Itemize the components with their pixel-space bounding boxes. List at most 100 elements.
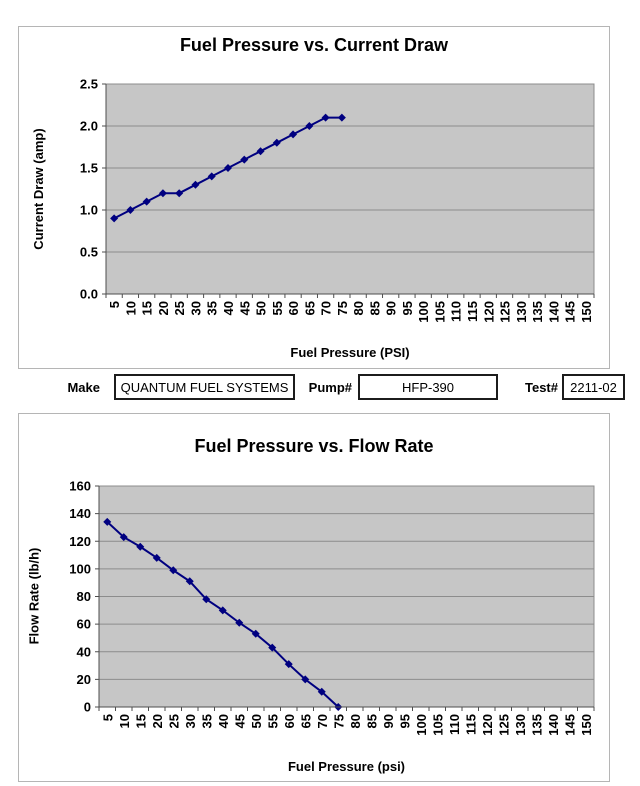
data-point-marker bbox=[152, 553, 161, 562]
y-tick-label: 60 bbox=[77, 617, 91, 632]
data-point-marker bbox=[224, 164, 232, 172]
x-tick-label: 145 bbox=[562, 714, 577, 736]
test-number-field[interactable]: 2211-02 bbox=[562, 374, 625, 400]
pump-number-field[interactable]: HFP-390 bbox=[358, 374, 498, 400]
y-axis: 0 20 40 60 80 100 120 140 160 bbox=[69, 479, 594, 715]
x-tick-label: 65 bbox=[298, 714, 313, 728]
x-tick-label: 105 bbox=[430, 714, 445, 736]
y-tick-label: 2.5 bbox=[80, 77, 98, 92]
data-point-marker bbox=[321, 113, 330, 122]
data-point-marker bbox=[317, 687, 326, 696]
y-tick-label: 0 bbox=[84, 700, 91, 715]
y-tick-label: 0.5 bbox=[80, 245, 98, 260]
data-point-marker bbox=[103, 517, 112, 526]
x-tick-label: 120 bbox=[481, 301, 496, 323]
x-tick-label: 55 bbox=[265, 714, 280, 728]
x-tick-label: 5 bbox=[100, 714, 115, 721]
x-tick-label: 60 bbox=[282, 714, 297, 728]
x-tick-label: 25 bbox=[166, 714, 181, 728]
data-point-marker bbox=[251, 629, 260, 638]
x-tick-label: 85 bbox=[364, 714, 379, 728]
make-field[interactable]: QUANTUM FUEL SYSTEMS bbox=[114, 374, 295, 400]
make-value: QUANTUM FUEL SYSTEMS bbox=[120, 379, 289, 395]
x-tick-label: 90 bbox=[381, 714, 396, 728]
test-number-label: Test# bbox=[525, 380, 558, 395]
x-tick-label: 60 bbox=[286, 301, 301, 315]
x-axis-title: Fuel Pressure (PSI) bbox=[290, 345, 410, 360]
x-tick-label: 140 bbox=[546, 301, 561, 323]
y-tick-label: 160 bbox=[69, 479, 91, 494]
current-draw-plot: 0.00.51.01.52.02.55 10 15 20 25 30 35 40 45 50 55 6… bbox=[80, 77, 595, 323]
x-tick-label: 75 bbox=[335, 301, 350, 315]
x-tick-label: 115 bbox=[465, 301, 480, 322]
x-tick-label: 65 bbox=[302, 301, 317, 315]
data-point-marker bbox=[289, 130, 298, 139]
x-tick-label: 70 bbox=[319, 301, 334, 315]
data-point-marker bbox=[207, 172, 216, 181]
x-tick-label: 125 bbox=[498, 301, 513, 323]
x-axis: 5 10 15 20 25 30 35 40 45 50 55 60 65 70 75 80 85 90 95 100… bbox=[98, 707, 595, 736]
x-tick-label: 95 bbox=[397, 714, 412, 728]
y-tick-label: 20 bbox=[77, 672, 91, 687]
plot-area bbox=[105, 83, 595, 295]
x-tick-label: 75 bbox=[331, 714, 346, 728]
data-point-marker bbox=[175, 189, 184, 198]
x-tick-label: 35 bbox=[199, 714, 214, 728]
x-tick-label: 85 bbox=[367, 301, 382, 315]
x-tick-label: 40 bbox=[221, 301, 236, 315]
x-tick-label: 5 bbox=[107, 301, 122, 308]
x-tick-label: 135 bbox=[530, 301, 545, 323]
series-markers bbox=[103, 517, 343, 711]
data-point-marker bbox=[158, 189, 167, 198]
y-tick-label: 1.5 bbox=[80, 161, 98, 176]
y-tick-label: 100 bbox=[69, 561, 91, 576]
x-tick-label: 95 bbox=[400, 301, 415, 315]
x-tick-label: 20 bbox=[156, 301, 171, 315]
x-tick-label: 110 bbox=[447, 714, 462, 735]
flow-rate-chart: Fuel Pressure vs. Flow Rate Flow Rate (l… bbox=[18, 413, 610, 782]
y-tick-label: 0.0 bbox=[80, 287, 98, 302]
data-point-marker bbox=[240, 155, 249, 164]
data-point-marker bbox=[218, 606, 227, 615]
x-axis-title: Fuel Pressure (psi) bbox=[287, 759, 406, 774]
make-label: Make bbox=[67, 380, 100, 395]
axes bbox=[105, 84, 594, 295]
data-point-marker bbox=[110, 214, 119, 223]
x-tick-label: 100 bbox=[414, 714, 429, 736]
test-number-value: 2211-02 bbox=[570, 379, 617, 395]
x-tick-label: 135 bbox=[529, 714, 544, 736]
x-tick-label: 105 bbox=[432, 301, 447, 323]
x-tick-label: 120 bbox=[480, 714, 495, 736]
pump-number-value: HFP-390 bbox=[401, 379, 455, 395]
x-tick-label: 80 bbox=[351, 301, 366, 315]
x-tick-label: 150 bbox=[579, 714, 594, 736]
x-tick-label: 55 bbox=[270, 301, 285, 315]
data-point-marker bbox=[272, 138, 281, 147]
x-tick-label: 10 bbox=[123, 301, 138, 315]
x-tick-label: 15 bbox=[140, 301, 155, 315]
x-tick-label: 20 bbox=[150, 714, 165, 728]
x-tick-label: 45 bbox=[232, 714, 247, 728]
data-point-marker bbox=[191, 180, 200, 189]
x-axis: 5 10 15 20 25 30 35 40 45 50 55 60 65 70 75 80 85 90 95 100… bbox=[105, 294, 595, 323]
data-point-marker bbox=[268, 643, 277, 652]
axes bbox=[98, 486, 594, 708]
x-tick-label: 130 bbox=[513, 714, 528, 736]
data-point-marker bbox=[284, 660, 293, 669]
x-tick-label: 145 bbox=[563, 301, 578, 323]
y-tick-label: 40 bbox=[77, 644, 91, 659]
data-point-marker bbox=[256, 147, 265, 156]
y-tick-label: 140 bbox=[69, 506, 91, 521]
x-tick-label: 25 bbox=[172, 301, 187, 315]
chart-title: Fuel Pressure vs. Current Draw bbox=[179, 35, 449, 55]
current-draw-chart: Fuel Pressure vs. Current Draw Current D… bbox=[18, 26, 610, 369]
x-tick-label: 50 bbox=[254, 301, 269, 315]
x-tick-label: 110 bbox=[449, 301, 464, 322]
y-tick-label: 80 bbox=[77, 589, 91, 604]
data-point-marker bbox=[202, 595, 211, 604]
x-tick-label: 140 bbox=[546, 714, 561, 736]
data-point-marker bbox=[142, 197, 151, 206]
series-markers bbox=[110, 113, 346, 223]
